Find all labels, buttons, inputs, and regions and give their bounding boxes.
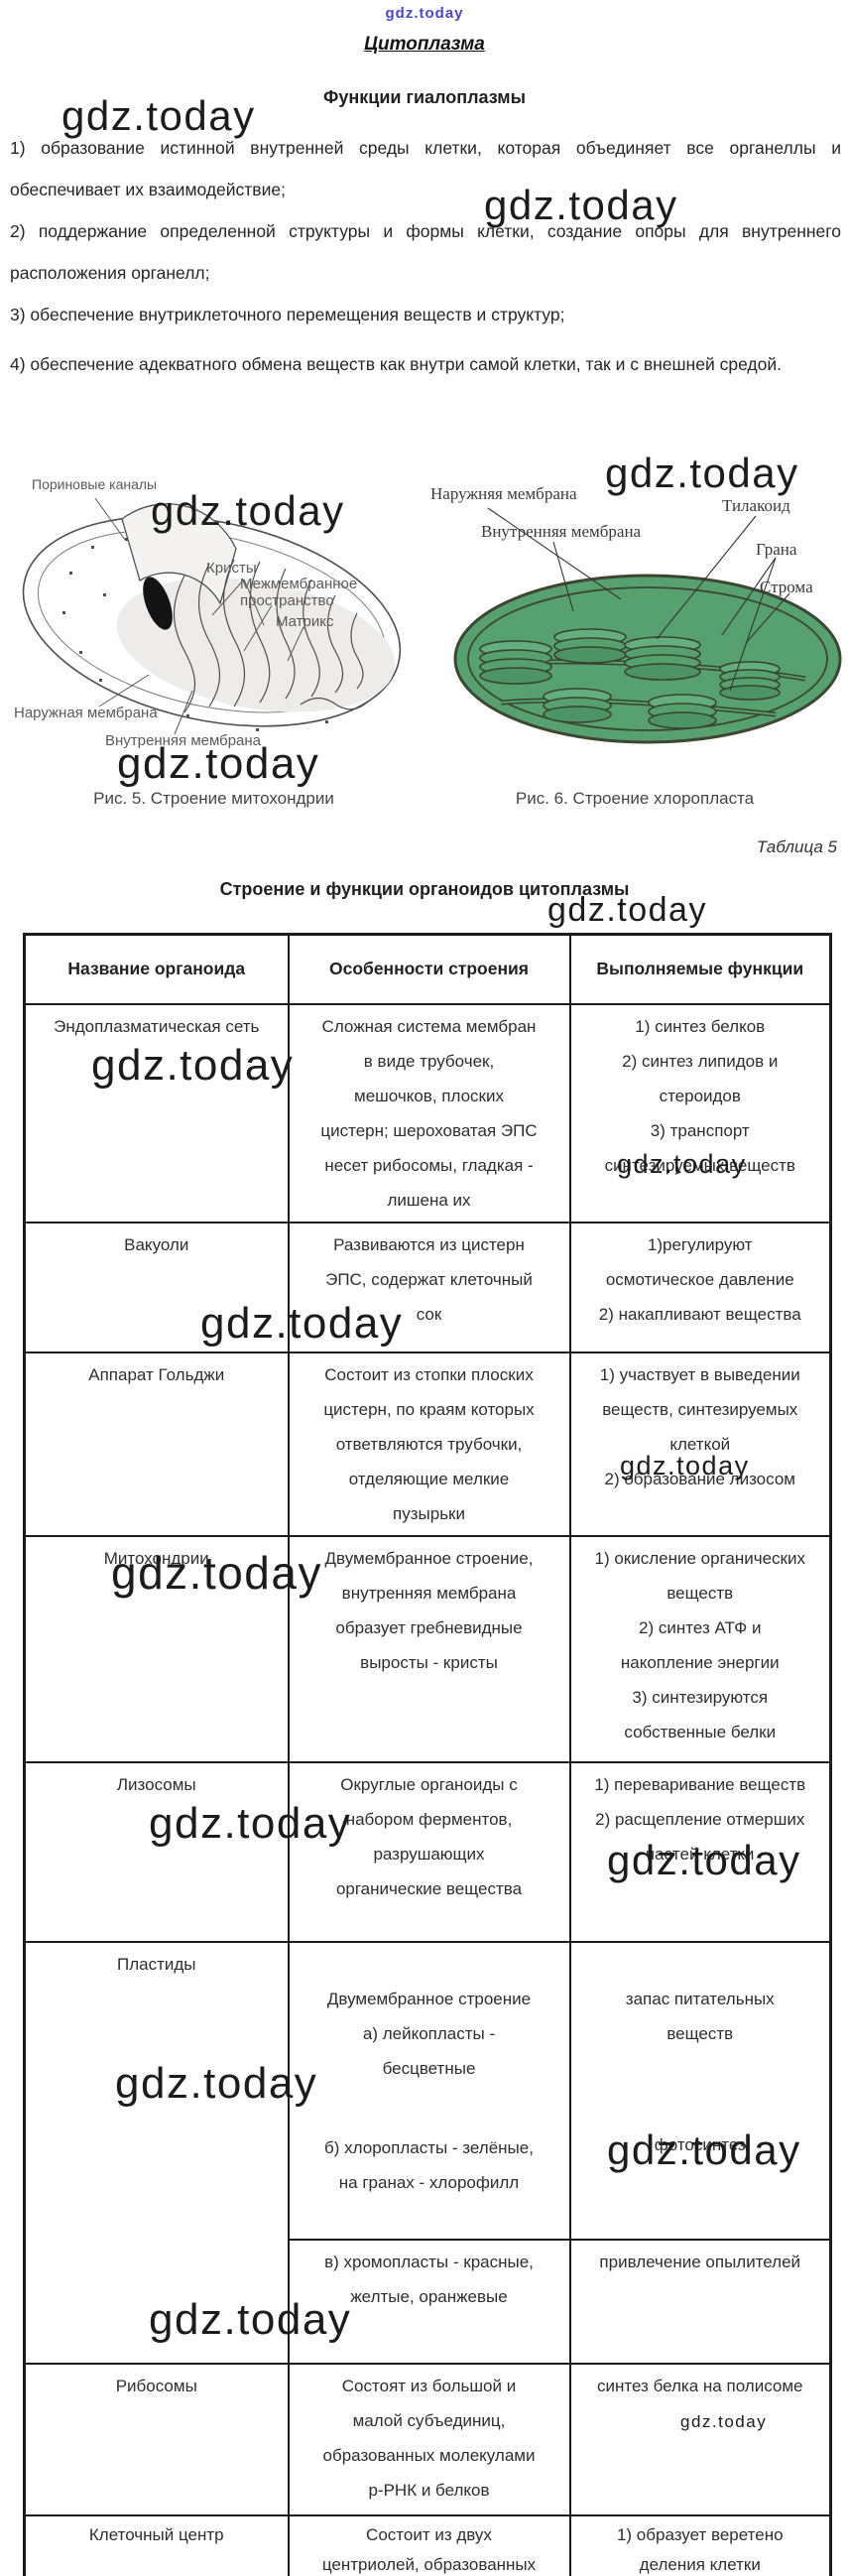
- watermark: gdz.today: [111, 1547, 322, 1599]
- table-title: Строение и функции органоидов цитоплазмы: [219, 879, 630, 899]
- organelle-name-cell: Клеточный центр: [23, 2513, 290, 2576]
- label-outer-membrane: Наружная мембрана: [14, 705, 158, 721]
- figure-5-caption: Рис. 5. Строение митохондрии: [93, 789, 334, 808]
- header-organelle-name: Название органоида: [23, 933, 290, 1005]
- label-inner-membrane: Внутренняя мембрана: [105, 732, 262, 749]
- figure-mitochondrion: Пориновые каналы Кристы Межмембранное пр…: [8, 454, 420, 782]
- paragraph-1: 1) образование истинной внутренней среды…: [10, 138, 841, 199]
- functions-cell: запас питательных веществ фотосинтез: [568, 1940, 832, 2241]
- watermark: gdz.today: [115, 2059, 318, 2108]
- functions-cell: 1)регулируют осмотическое давление 2) на…: [568, 1221, 832, 1353]
- header-functions: Выполняемые функции: [568, 933, 832, 1005]
- label-porin-channels: Пориновые каналы: [32, 476, 158, 492]
- watermark: gdz.today: [607, 2126, 801, 2173]
- functions-cell: 1) окисление органических веществ 2) син…: [568, 1534, 832, 1763]
- structure-cell: Состоит из стопки плоских цистерн, по кр…: [287, 1351, 571, 1537]
- site-logo: gdz.today: [385, 5, 464, 22]
- watermark: gdz.today: [680, 2412, 768, 2431]
- header-structure: Особенности строения: [287, 933, 571, 1005]
- structure-part-b: б) хлоропласты - зелёные, на гранах - хл…: [324, 2137, 534, 2192]
- functions-cell: 1) образует веретено деления клетки 2) п…: [568, 2513, 832, 2576]
- watermark: gdz.today: [149, 1799, 352, 1848]
- organelle-name-cell: Лизосомы: [23, 1760, 290, 1943]
- functions-part-b: фотосинтез: [654, 2134, 746, 2154]
- watermark: gdz.today: [117, 739, 320, 788]
- chloroplast-diagram: [453, 507, 842, 744]
- mitochondrion-diagram: [22, 497, 402, 735]
- figure-6-caption: Рис. 6. Строение хлоропласта: [515, 789, 755, 808]
- structure-cell: Состоит из двух центриолей, образованных…: [287, 2513, 571, 2576]
- organelle-name-cell: Рибосомы: [23, 2362, 290, 2516]
- structure-cell: Сложная система мембран в виде трубочек,…: [287, 1002, 571, 1224]
- functions-cell: синтез белка на полисоме: [568, 2362, 832, 2516]
- paragraph-4: 4) обеспечение адекватного обмена вещест…: [10, 354, 783, 374]
- watermark: gdz.today: [547, 891, 707, 929]
- functions-cell: 1) участвует в выведении веществ, синтез…: [568, 1351, 832, 1537]
- label-matrix: Матрикс: [276, 613, 334, 630]
- organelle-name-cell: Пластиды: [23, 1940, 290, 2365]
- watermark: gdz.today: [617, 1149, 747, 1179]
- structure-cell: Двумембранное строение а) лейкопласты - …: [287, 1940, 571, 2241]
- figure-chloroplast: Наружняя мембрана Внутренняя мембрана Ти…: [426, 454, 843, 782]
- structure-cell: Состоят из большой и малой субъединиц, о…: [287, 2362, 571, 2516]
- label-inner-membrane: Внутренняя мембрана: [481, 522, 642, 541]
- table-number-label: Таблица 5: [756, 837, 837, 856]
- label-outer-membrane: Наружняя мембрана: [430, 484, 577, 503]
- paragraph-3: 3) обеспечение внутриклеточного перемеще…: [10, 305, 565, 324]
- label-stroma: Строма: [760, 578, 813, 596]
- functions-cell: 1) синтез белков 2) синтез липидов и сте…: [568, 1002, 832, 1224]
- functions-cell: привлечение опылителей: [568, 2238, 832, 2365]
- watermark: gdz.today: [605, 450, 799, 496]
- watermark: gdz.today: [151, 487, 345, 534]
- watermark: gdz.today: [91, 1041, 295, 1090]
- paragraph-2: 2) поддержание определенной структуры и …: [10, 221, 841, 283]
- organelle-name-cell: Аппарат Гольджи: [23, 1351, 290, 1537]
- functions-part-a: запас питательных веществ: [625, 1989, 775, 2043]
- watermark: gdz.today: [61, 92, 256, 139]
- structure-cell: в) хромопласты - красные, желтые, оранже…: [287, 2238, 571, 2365]
- organelle-name-cell: Эндоплазматическая сеть: [23, 1002, 290, 1224]
- watermark: gdz.today: [620, 1451, 750, 1481]
- structure-cell: Округлые органоиды с набором ферментов, …: [287, 1760, 571, 1943]
- organelle-name-cell: Митохондрии: [23, 1534, 290, 1763]
- watermark: gdz.today: [484, 182, 678, 228]
- section-heading: Функции гиалоплазмы: [323, 87, 526, 107]
- label-cristae: Кристы: [206, 560, 257, 577]
- organelles-table: Название органоида Особенности строения …: [23, 933, 832, 2576]
- organelle-name-cell: Вакуоли: [23, 1221, 290, 1353]
- functions-cell: 1) переваривание веществ 2) расщепление …: [568, 1760, 832, 1943]
- structure-cell: Развиваются из цистерн ЭПС, содержат кле…: [287, 1221, 571, 1353]
- label-thylakoid: Тилакоид: [722, 496, 790, 515]
- watermark: gdz.today: [200, 1299, 404, 1348]
- page-title: Цитоплазма: [364, 34, 485, 55]
- structure-cell: Двумембранное строение, внутренняя мембр…: [287, 1534, 571, 1763]
- watermark: gdz.today: [149, 2295, 352, 2344]
- label-grana: Грана: [756, 540, 797, 559]
- watermark: gdz.today: [607, 1837, 801, 1883]
- structure-part-a: Двумембранное строение а) лейкопласты - …: [326, 1989, 532, 2078]
- label-intermembrane-space: Межмембранное пространство: [240, 576, 358, 609]
